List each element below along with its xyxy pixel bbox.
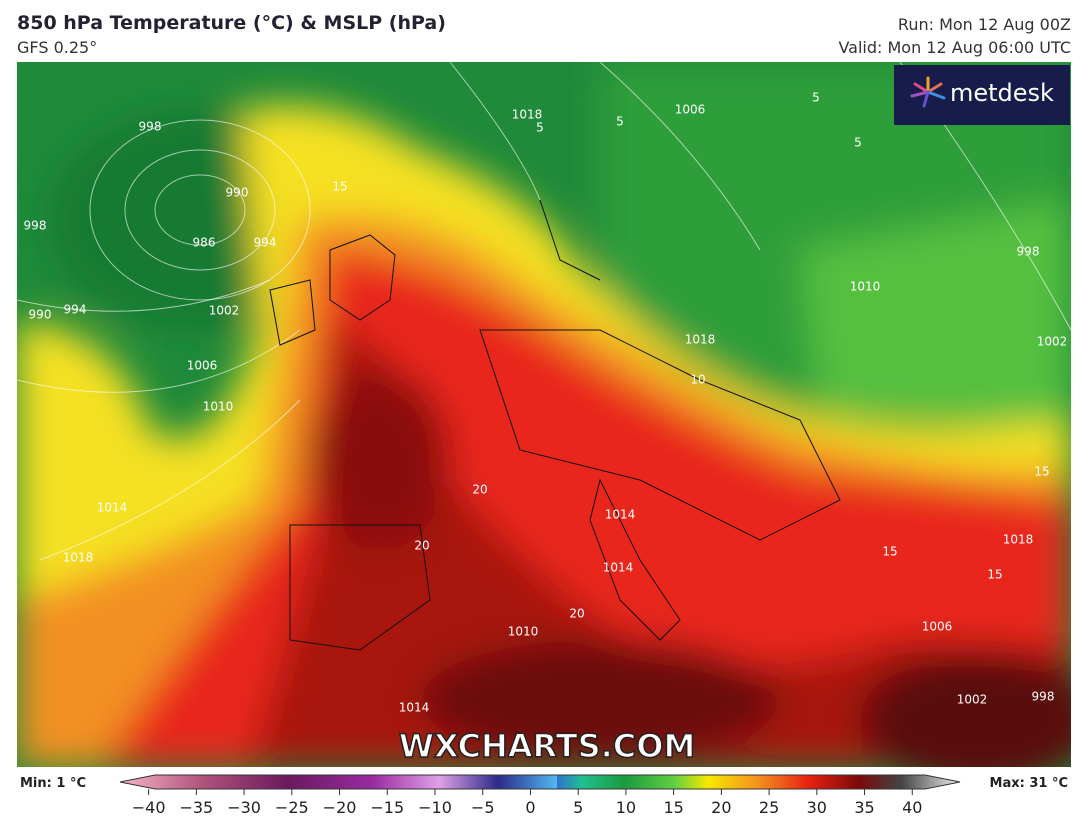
isobar-label: 5: [812, 91, 820, 105]
isobar-label: 5: [854, 136, 862, 150]
logo-icon: [910, 76, 946, 108]
colorbar-tick-label: −10: [418, 798, 452, 817]
subtitle: GFS 0.25°: [17, 38, 98, 57]
isobar-label: 994: [64, 303, 87, 317]
isobar-label: 998: [24, 219, 47, 233]
isobar-label: 998: [1032, 690, 1055, 704]
isobar-label: 1002: [209, 304, 240, 318]
valid: Valid: Mon 12 Aug 06:00 UTC: [838, 38, 1071, 57]
isobar-label: 1014: [605, 508, 636, 522]
colorbar-tick-label: −5: [471, 798, 495, 817]
map-field: [17, 62, 1071, 767]
colorbar-tick-label: 0: [525, 798, 535, 817]
watermark: WXCHARTS.COM: [399, 727, 696, 765]
colorbar-tick-label: 10: [616, 798, 636, 817]
title: 850 hPa Temperature (°C) & MSLP (hPa): [17, 12, 446, 34]
colorbar-tick-label: −35: [179, 798, 213, 817]
legend-min: Min: 1 °C: [20, 776, 86, 791]
colorbar-tick-label: −40: [132, 798, 166, 817]
logo: metdesk: [950, 79, 1054, 107]
isobar-label: 1002: [957, 693, 988, 707]
isobar-label: 20: [472, 483, 487, 497]
colorbar-tick-label: −15: [370, 798, 404, 817]
isobar-label: 1010: [203, 400, 234, 414]
isobar-label: 1006: [187, 359, 218, 373]
isobar-label: 20: [414, 539, 429, 553]
colorbar-tick-label: 30: [807, 798, 827, 817]
colorbar-tick-label: 25: [759, 798, 779, 817]
isobar-label: 1006: [922, 620, 953, 634]
colorbar-scale: [119, 774, 961, 790]
isobar-label: 998: [1017, 245, 1040, 259]
isobar-label: 1018: [63, 551, 94, 565]
logo-box: [894, 65, 1070, 125]
isobar-label: 994: [254, 236, 277, 250]
isobar-label: 986: [193, 236, 216, 250]
colorbar-tick-label: −30: [227, 798, 261, 817]
colorbar: −40 −35 −30 −25 −20 −15 −10 −5 0 5 10 15 20 25 30 35 40: [119, 774, 961, 817]
isobar-label: 20: [569, 607, 584, 621]
isobar-label: 1018: [512, 108, 543, 122]
isobar-label: 15: [1034, 465, 1049, 479]
isobar-label: 1006: [675, 103, 706, 117]
isobar-label: 15: [987, 568, 1002, 582]
run: Run: Mon 12 Aug 00Z: [897, 15, 1071, 34]
colorbar-tick-label: 35: [854, 798, 874, 817]
isobar-label: 990: [226, 186, 249, 200]
isobar-label: 5: [536, 121, 544, 135]
isobar-label: 1018: [685, 333, 716, 347]
legend-max: Max: 31 °C: [990, 776, 1068, 791]
colorbar-tick-label: 20: [711, 798, 731, 817]
isobar-label: 10: [690, 373, 705, 387]
colorbar-tick-label: −20: [323, 798, 357, 817]
colorbar-tick-label: −25: [275, 798, 309, 817]
isobar-label: 15: [332, 180, 347, 194]
isobar-label: 1018: [1003, 533, 1034, 547]
colorbar-tick-label: 40: [902, 798, 922, 817]
colorbar-tick-label: 15: [663, 798, 683, 817]
isobar-label: 1014: [603, 561, 634, 575]
isobar-label: 1010: [508, 625, 539, 639]
isobar-label: 1014: [399, 701, 430, 715]
isobar-label: 5: [616, 115, 624, 129]
isobar-label: 1014: [97, 501, 128, 515]
colorbar-tick-label: 5: [573, 798, 583, 817]
isobar-label: 990: [29, 308, 52, 322]
isobar-label: 1010: [850, 280, 881, 294]
isobar-label: 998: [139, 120, 162, 134]
isobar-label: 1002: [1037, 335, 1068, 349]
isobar-label: 15: [882, 545, 897, 559]
